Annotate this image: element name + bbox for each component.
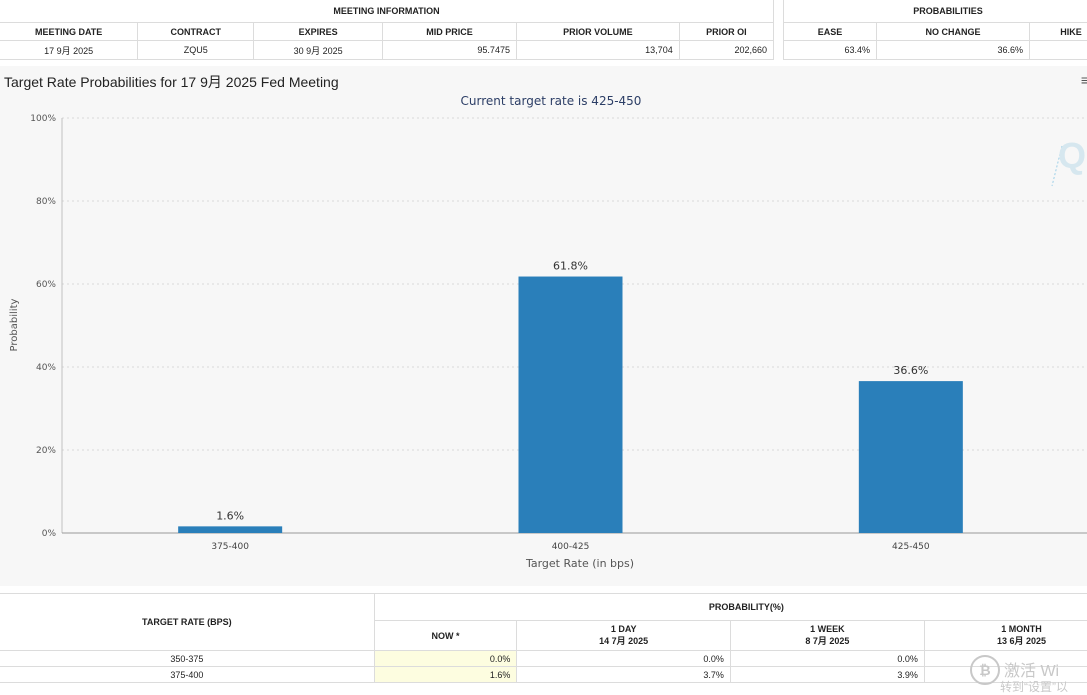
- day-cell: 3.7%: [516, 666, 731, 683]
- contract-cell: ZQU5: [137, 40, 255, 60]
- now-cell: 1.6%: [373, 666, 518, 683]
- expires-cell: 30 9月 2025: [253, 40, 383, 60]
- y-axis-label: Probability: [9, 298, 20, 351]
- target-rate-probability-table: TARGET RATE (BPS) PROBABILITY(%) NOW * 1…: [0, 592, 1087, 683]
- watermark-line-2: 转到“设置”以: [1000, 680, 1068, 694]
- y-tick-label: 0%: [42, 529, 57, 539]
- bar[interactable]: [858, 381, 963, 533]
- chart-grid: [62, 117, 1087, 451]
- probability-bar-chart: Q 0% 20% 40% 60% 80% 100% 375-400 400-425 425-45…: [9, 94, 1087, 570]
- col-1-week: 1 WEEK 8 7月 2025: [729, 620, 925, 651]
- col-1-day-date: 14 7月 2025: [599, 636, 649, 647]
- bar-data-label: 61.8%: [553, 260, 588, 273]
- bar-data-label: 1.6%: [216, 509, 244, 522]
- hike-cell: 0: [1029, 40, 1087, 60]
- col-1-week-label: 1 WEEK: [810, 624, 845, 635]
- y-tick-label: 20%: [36, 446, 56, 456]
- meeting-date-cell: 17 9月 2025: [0, 40, 139, 60]
- prior-oi-cell: 202,660: [678, 40, 775, 60]
- bar[interactable]: [518, 276, 623, 533]
- col-1-month-date: 13 6月 2025: [996, 636, 1046, 647]
- meeting-row: 17 9月 2025 ZQU5 30 9月 2025 95.7475 13,70…: [0, 40, 775, 60]
- no-change-cell: 36.6%: [876, 40, 1030, 60]
- meeting-information-table: MEETING INFORMATION MEETING DATE CONTRAC…: [0, 0, 775, 60]
- hamburger-menu-icon[interactable]: ≡: [1080, 72, 1087, 88]
- col-now: NOW *: [373, 620, 518, 651]
- day-cell: 0.0%: [516, 650, 731, 667]
- probability-header: PROBABILITY(%): [373, 592, 1087, 622]
- prior-volume-cell: 13,704: [515, 40, 680, 60]
- week-cell: 3.9%: [729, 666, 925, 683]
- now-cell: 0.0%: [373, 650, 518, 667]
- col-now-label: NOW *: [431, 630, 460, 641]
- target-rate-header: TARGET RATE (BPS): [0, 593, 375, 651]
- probabilities-header: PROBABILITIES: [783, 0, 1087, 23]
- bar-data-label: 36.6%: [893, 364, 928, 377]
- meeting-information-header: MEETING INFORMATION: [0, 0, 774, 23]
- watermark-line-1: 激活 Wi: [1004, 663, 1060, 680]
- week-cell: 0.0%: [729, 650, 925, 667]
- table-row: 350-375 0.0% 0.0% 0.0% 0: [0, 650, 1087, 667]
- col-ease: EASE: [783, 22, 877, 41]
- rate-cell: 375-400: [0, 666, 375, 683]
- probabilities-row: 63.4% 36.6% 0: [783, 40, 1087, 60]
- chart-panel: Q 0% 20% 40% 60% 80% 100% 375-400 400-425 425-45…: [0, 66, 1087, 586]
- y-tick-label: 80%: [36, 197, 56, 207]
- y-tick-label: 60%: [36, 280, 56, 290]
- col-hike: HIKE: [1029, 22, 1087, 41]
- col-contract: CONTRACT: [137, 22, 255, 41]
- col-1-day: 1 DAY 14 7月 2025: [516, 620, 731, 651]
- x-tick-label: 375-400: [211, 542, 249, 552]
- col-expires: EXPIRES: [253, 22, 383, 41]
- y-tick-label: 100%: [30, 114, 56, 124]
- x-tick-label: 425-450: [892, 542, 930, 552]
- x-axis-label: Target Rate (in bps): [525, 557, 634, 570]
- col-1-day-label: 1 DAY: [610, 624, 637, 635]
- col-meeting-date: MEETING DATE: [0, 22, 139, 41]
- probabilities-table: PROBABILITIES EASE NO CHANGE HIKE 63.4% …: [783, 0, 1087, 60]
- month-cell: 14: [923, 666, 1087, 683]
- col-no-change: NO CHANGE: [876, 22, 1030, 41]
- quikstrike-logo-icon: Q: [1051, 135, 1086, 187]
- x-tick-label: 400-425: [552, 542, 590, 552]
- table-row: 375-400 1.6% 3.7% 3.9% 14: [0, 666, 1087, 683]
- activation-watermark: ₿ 激活 Wi 转到“设置”以: [970, 653, 1085, 695]
- chart-bars: 1.6% 61.8% 36.6%: [178, 260, 963, 533]
- col-1-month: 1 MONTH 13 6月 2025: [923, 620, 1087, 651]
- bar[interactable]: [178, 526, 283, 533]
- col-1-month-label: 1 MONTH: [1001, 624, 1042, 635]
- rate-cell: 350-375: [0, 650, 375, 667]
- mid-price-cell: 95.7475: [381, 40, 517, 60]
- col-prior-volume: PRIOR VOLUME: [515, 22, 680, 41]
- logo-letter: Q: [1058, 135, 1086, 176]
- activate-windows-icon: ₿: [970, 655, 1000, 685]
- ease-cell: 63.4%: [783, 40, 877, 60]
- col-1-week-date: 8 7月 2025: [805, 636, 850, 647]
- y-tick-label: 40%: [36, 363, 56, 373]
- col-mid-price: MID PRICE: [381, 22, 517, 41]
- chart-subtitle: Current target rate is 425-450: [461, 94, 642, 108]
- col-prior-oi: PRIOR OI: [678, 22, 775, 41]
- chart-title: Target Rate Probabilities for 17 9月 2025…: [4, 74, 339, 90]
